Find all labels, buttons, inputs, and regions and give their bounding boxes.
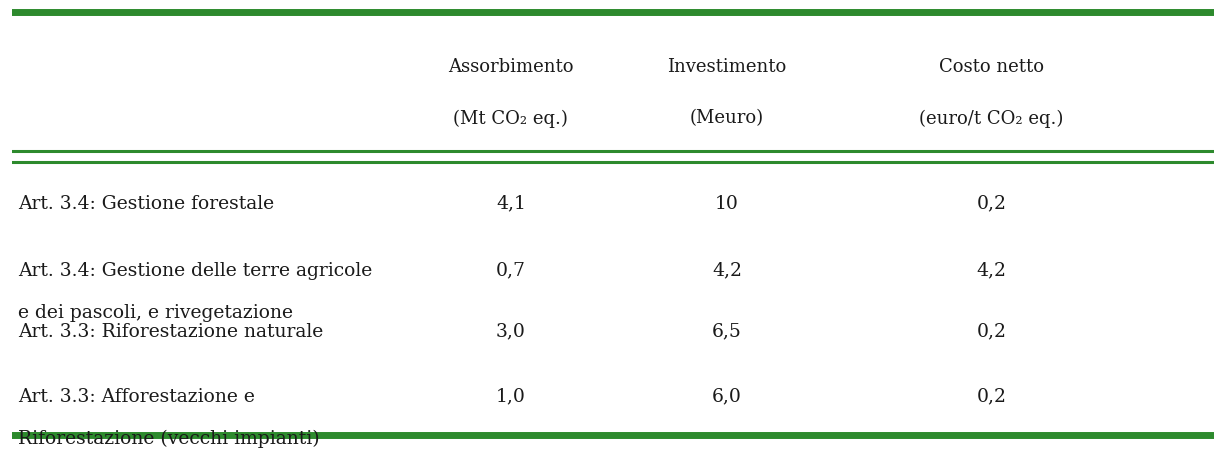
Text: 6,0: 6,0 — [712, 387, 742, 405]
Text: 3,0: 3,0 — [497, 322, 526, 340]
Text: Riforestazione (vecchi impianti): Riforestazione (vecchi impianti) — [18, 429, 320, 447]
Text: 0,2: 0,2 — [976, 194, 1007, 212]
Text: (Meuro): (Meuro) — [690, 109, 764, 127]
Text: 10: 10 — [715, 194, 739, 212]
Text: e dei pascoli, e rivegetazione: e dei pascoli, e rivegetazione — [18, 304, 293, 322]
Text: Art. 3.4: Gestione forestale: Art. 3.4: Gestione forestale — [18, 194, 275, 212]
Text: (Mt CO₂ eq.): (Mt CO₂ eq.) — [454, 109, 569, 127]
Text: (euro/t CO₂ eq.): (euro/t CO₂ eq.) — [920, 109, 1064, 127]
Text: Art. 3.4: Gestione delle terre agricole: Art. 3.4: Gestione delle terre agricole — [18, 261, 373, 279]
Text: 0,2: 0,2 — [976, 387, 1007, 405]
Text: 4,2: 4,2 — [976, 261, 1007, 279]
Text: 4,2: 4,2 — [712, 261, 742, 279]
Text: Assorbimento: Assorbimento — [449, 57, 574, 75]
Text: 4,1: 4,1 — [497, 194, 526, 212]
Text: Art. 3.3: Riforestazione naturale: Art. 3.3: Riforestazione naturale — [18, 322, 324, 340]
Text: 1,0: 1,0 — [497, 387, 526, 405]
Text: 6,5: 6,5 — [712, 322, 742, 340]
Text: Art. 3.3: Afforestazione e: Art. 3.3: Afforestazione e — [18, 387, 255, 405]
Text: 0,7: 0,7 — [495, 261, 526, 279]
Text: 0,2: 0,2 — [976, 322, 1007, 340]
Text: Costo netto: Costo netto — [939, 57, 1045, 75]
Text: Investimento: Investimento — [667, 57, 787, 75]
